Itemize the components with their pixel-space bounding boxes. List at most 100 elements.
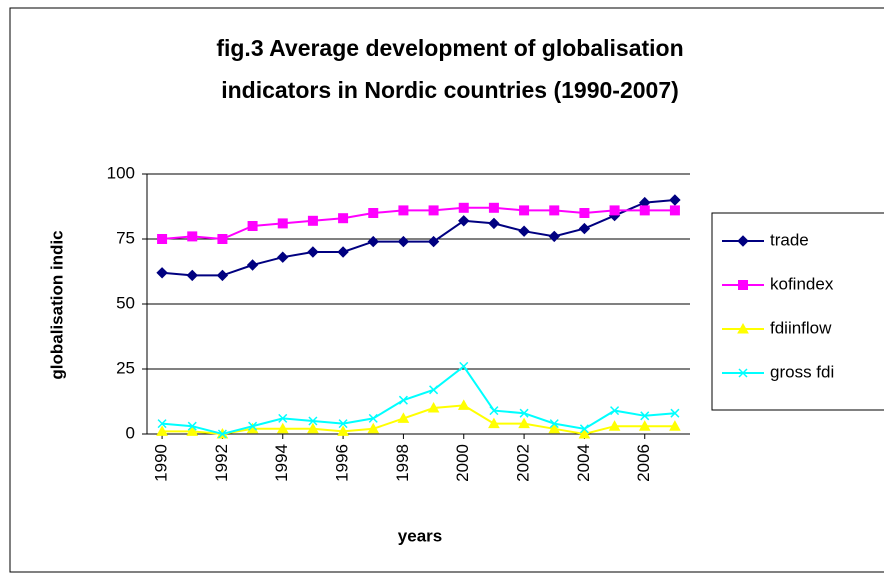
marker <box>518 417 530 429</box>
marker <box>308 416 318 426</box>
marker <box>338 419 348 429</box>
legend-label: gross fdi <box>770 362 834 381</box>
chart-title: fig.3 Average development of globalisati… <box>216 35 683 61</box>
marker <box>549 419 559 429</box>
y-axis-label-clip: globalisation indic <box>47 230 66 379</box>
marker <box>638 420 651 431</box>
marker <box>248 421 258 431</box>
marker <box>186 269 198 282</box>
marker <box>277 218 288 229</box>
marker <box>459 361 469 371</box>
marker <box>549 205 560 216</box>
marker <box>307 422 319 434</box>
marker <box>458 202 469 213</box>
y-tick-label: 0 <box>126 423 135 442</box>
marker <box>186 425 199 436</box>
marker <box>578 427 591 439</box>
marker <box>156 267 168 279</box>
marker <box>307 215 318 226</box>
marker <box>548 422 561 434</box>
y-tick-label: 50 <box>116 293 135 312</box>
x-tick-label: 1994 <box>272 444 291 482</box>
marker <box>489 406 499 416</box>
marker <box>397 235 410 248</box>
marker <box>276 422 289 434</box>
marker <box>579 208 590 218</box>
marker <box>488 417 500 429</box>
marker <box>670 408 680 418</box>
marker <box>457 399 470 410</box>
x-tick-label: 1990 <box>152 444 171 482</box>
series-line <box>161 206 675 241</box>
marker <box>458 215 470 227</box>
marker <box>398 395 408 405</box>
marker <box>518 225 530 237</box>
marker <box>519 408 529 418</box>
legend-label: trade <box>770 230 809 249</box>
marker <box>609 205 620 216</box>
legend-label: kofindex <box>770 274 834 293</box>
marker <box>578 222 591 235</box>
marker <box>427 235 440 248</box>
marker <box>669 420 681 431</box>
marker <box>157 234 168 244</box>
marker <box>429 385 439 395</box>
marker <box>428 205 439 216</box>
series-line <box>162 404 675 436</box>
marker <box>397 412 410 423</box>
marker <box>367 422 380 434</box>
marker <box>217 429 227 439</box>
marker <box>278 413 288 423</box>
marker <box>738 368 748 378</box>
y-tick-label: 75 <box>116 228 135 247</box>
x-tick-label: 2006 <box>634 444 653 482</box>
chart-title: indicators in Nordic countries (1990-200… <box>221 77 679 103</box>
marker <box>548 230 560 243</box>
marker <box>368 413 378 423</box>
marker <box>398 205 409 216</box>
marker <box>488 217 500 230</box>
marker <box>519 205 530 216</box>
x-tick-label: 1998 <box>393 444 412 482</box>
legend-box <box>711 212 884 411</box>
marker <box>608 420 621 431</box>
x-axis-label: years <box>398 526 442 545</box>
marker <box>187 421 197 431</box>
marker <box>639 205 650 216</box>
marker <box>157 419 167 429</box>
marker <box>338 213 349 224</box>
marker <box>737 322 749 334</box>
marker <box>488 202 499 213</box>
marker <box>669 205 680 216</box>
series-line <box>161 199 676 277</box>
marker <box>246 259 259 271</box>
y-tick-label: 25 <box>116 358 135 377</box>
marker <box>217 234 228 244</box>
marker <box>610 406 620 416</box>
x-tick-label: 1992 <box>212 444 231 482</box>
marker <box>367 235 379 248</box>
y-axis-label: globalisation indic <box>47 230 66 379</box>
marker <box>368 208 379 218</box>
y-tick-label: 100 <box>107 163 135 182</box>
marker <box>337 246 349 258</box>
marker <box>337 425 349 436</box>
marker <box>277 251 289 263</box>
marker <box>307 246 319 258</box>
x-tick-label: 2000 <box>453 444 472 482</box>
marker <box>669 194 681 206</box>
marker <box>247 221 258 231</box>
marker <box>737 235 749 247</box>
x-tick-label: 2002 <box>514 444 533 482</box>
marker <box>579 424 589 434</box>
marker <box>427 401 440 413</box>
series-line <box>161 364 676 436</box>
x-tick-label: 2004 <box>574 444 593 482</box>
legend-label: fdiinflow <box>770 318 832 337</box>
marker <box>216 269 229 282</box>
marker <box>187 231 198 242</box>
marker <box>738 280 748 290</box>
x-tick-label: 1996 <box>333 444 352 482</box>
marker <box>156 425 168 436</box>
